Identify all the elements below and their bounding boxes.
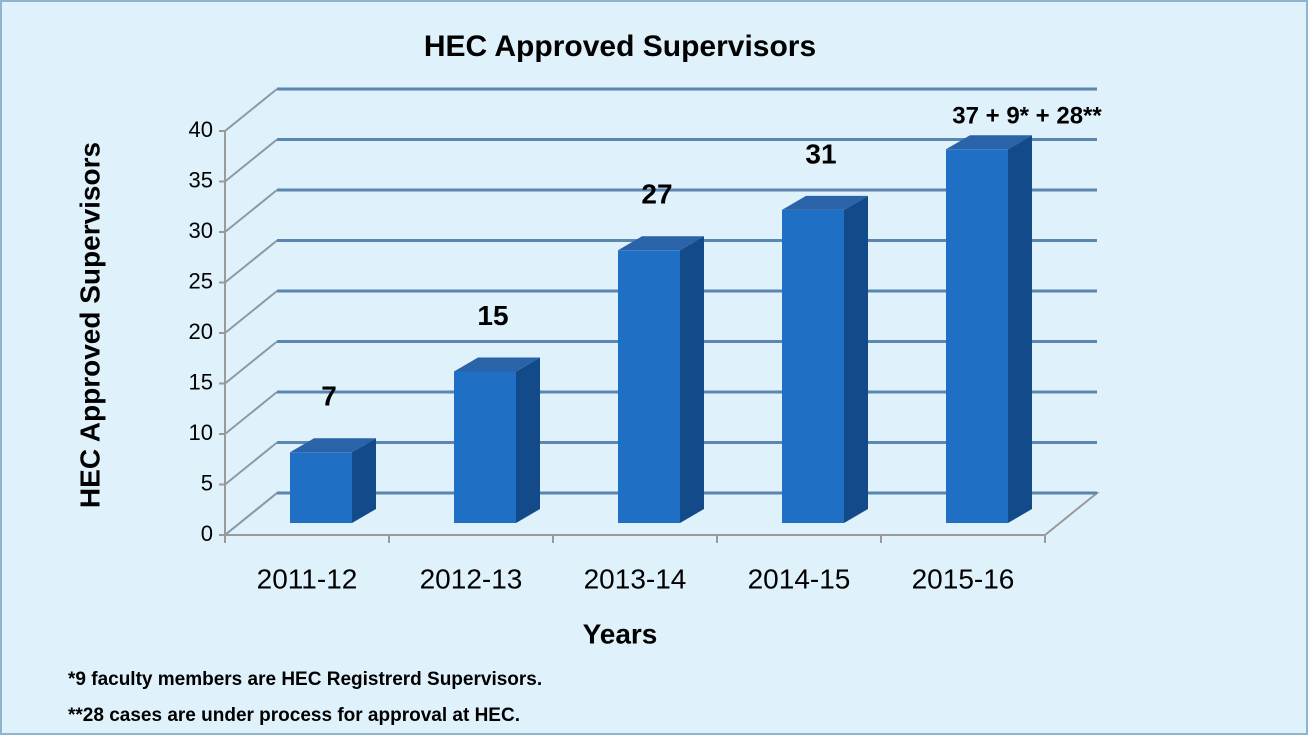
bar-side <box>1008 135 1032 524</box>
bar-top <box>618 236 704 251</box>
y-tick-label: 20 <box>189 319 213 344</box>
chart-title: HEC Approved Supervisors <box>424 30 816 63</box>
grid-line <box>224 391 278 435</box>
value-label: 31 <box>805 138 836 169</box>
bar <box>946 149 1008 524</box>
x-tick-label: 2014-15 <box>748 563 851 594</box>
bar-side <box>516 357 540 523</box>
y-tick-label: 10 <box>189 420 213 445</box>
bar-top <box>290 438 376 453</box>
value-label: 15 <box>477 300 508 331</box>
y-tick-label: 30 <box>189 218 213 243</box>
footnote: **28 cases are under process for approva… <box>68 705 520 726</box>
grid-line <box>224 290 278 334</box>
bar <box>454 371 516 523</box>
x-tick-label: 2012-13 <box>420 563 523 594</box>
bar-top <box>454 357 540 372</box>
y-tick-label: 0 <box>201 521 213 546</box>
value-label: 27 <box>641 179 672 210</box>
x-tick-label: 2013-14 <box>584 563 687 594</box>
footnote: *9 faculty members are HEC Registrerd Su… <box>68 669 542 690</box>
y-axis-label: HEC Approved Supervisors <box>74 142 105 508</box>
grid-line <box>224 189 278 233</box>
y-tick-label: 15 <box>189 369 213 394</box>
bar <box>290 452 352 523</box>
grid-line <box>224 340 278 385</box>
grid-line <box>224 239 278 284</box>
y-tick-label: 5 <box>201 470 213 495</box>
x-tick-label: 2011-12 <box>257 563 358 594</box>
bar-side <box>352 438 376 523</box>
y-tick-label: 35 <box>189 167 213 192</box>
x-tick-label: 2015-16 <box>912 563 1015 594</box>
bar <box>618 250 680 524</box>
grid-line <box>224 138 278 183</box>
grid-line <box>224 492 278 536</box>
bar-side <box>844 195 868 523</box>
grid-line <box>224 441 278 486</box>
y-tick-label: 40 <box>189 117 213 142</box>
x-axis-label: Years <box>583 618 658 649</box>
value-label: 7 <box>321 381 337 412</box>
bar-top <box>782 195 868 210</box>
bar-top <box>946 135 1032 150</box>
value-label: 37 + 9* + 28** <box>952 103 1102 130</box>
y-tick-label: 25 <box>189 268 213 293</box>
bar-side <box>680 236 704 524</box>
bar <box>782 209 844 523</box>
grid-line <box>224 88 278 132</box>
